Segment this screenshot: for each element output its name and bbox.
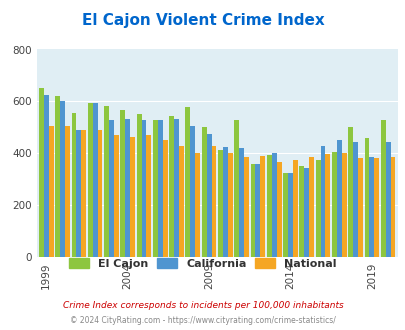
Bar — [125, 119, 130, 257]
Bar — [385, 142, 390, 257]
Bar — [282, 173, 287, 257]
Bar — [357, 158, 362, 257]
Bar — [190, 126, 195, 257]
Bar — [341, 153, 346, 257]
Bar — [298, 166, 303, 257]
Bar — [211, 146, 216, 257]
Bar — [234, 120, 239, 257]
Text: El Cajon Violent Crime Index: El Cajon Violent Crime Index — [81, 13, 324, 28]
Bar — [65, 126, 70, 257]
Bar — [276, 162, 281, 257]
Bar — [92, 103, 97, 257]
Bar — [352, 142, 357, 257]
Bar — [364, 138, 369, 257]
Bar — [44, 95, 49, 257]
Bar — [260, 156, 264, 257]
Bar — [169, 116, 174, 257]
Bar — [250, 164, 255, 257]
Bar — [320, 146, 325, 257]
Bar — [195, 153, 200, 257]
Bar — [162, 141, 167, 257]
Bar — [141, 120, 146, 257]
Bar — [39, 88, 44, 257]
Bar — [55, 96, 60, 257]
Bar — [81, 130, 86, 257]
Bar — [136, 115, 141, 257]
Bar — [336, 141, 341, 257]
Bar — [217, 149, 222, 257]
Bar — [292, 160, 297, 257]
Text: © 2024 CityRating.com - https://www.cityrating.com/crime-statistics/: © 2024 CityRating.com - https://www.city… — [70, 316, 335, 325]
Bar — [222, 147, 227, 257]
Bar — [373, 158, 378, 257]
Bar — [60, 102, 65, 257]
Bar — [380, 120, 385, 257]
Bar — [76, 130, 81, 257]
Bar — [287, 173, 292, 257]
Bar — [206, 135, 211, 257]
Bar — [369, 157, 373, 257]
Bar — [146, 135, 151, 257]
Bar — [185, 108, 190, 257]
Bar — [109, 120, 113, 257]
Bar — [174, 119, 179, 257]
Bar — [255, 164, 260, 257]
Bar — [390, 156, 394, 257]
Bar — [266, 155, 271, 257]
Bar — [331, 152, 336, 257]
Bar — [315, 160, 320, 257]
Bar — [120, 110, 125, 257]
Legend: El Cajon, California, National: El Cajon, California, National — [65, 254, 340, 273]
Bar — [347, 127, 352, 257]
Bar — [158, 120, 162, 257]
Bar — [179, 146, 183, 257]
Bar — [113, 135, 118, 257]
Bar — [153, 120, 158, 257]
Bar — [130, 137, 135, 257]
Bar — [239, 148, 243, 257]
Bar — [49, 126, 53, 257]
Bar — [325, 154, 330, 257]
Bar — [87, 103, 92, 257]
Bar — [271, 153, 276, 257]
Text: Crime Index corresponds to incidents per 100,000 inhabitants: Crime Index corresponds to incidents per… — [62, 301, 343, 310]
Bar — [243, 157, 248, 257]
Bar — [227, 153, 232, 257]
Bar — [104, 106, 109, 257]
Bar — [201, 127, 206, 257]
Bar — [303, 168, 309, 257]
Bar — [97, 130, 102, 257]
Bar — [71, 113, 76, 257]
Bar — [309, 156, 313, 257]
